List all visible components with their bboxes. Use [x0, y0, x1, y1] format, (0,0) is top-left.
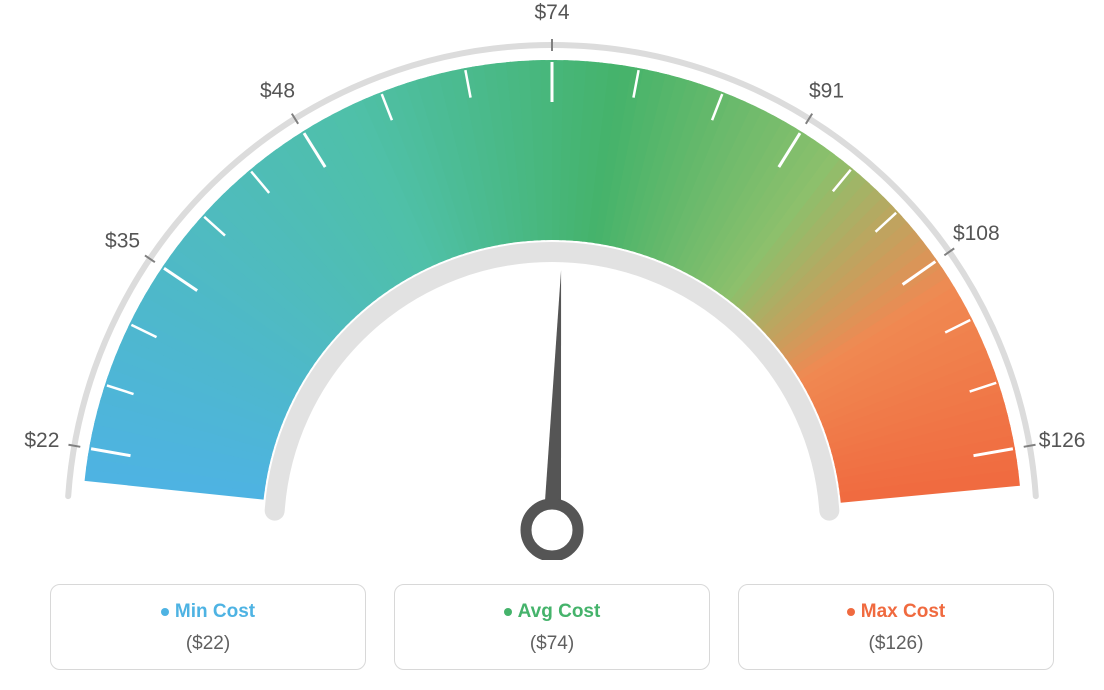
dot-icon	[847, 608, 855, 616]
legend-max-value: ($126)	[749, 633, 1043, 655]
legend-card-min: Min Cost ($22)	[50, 584, 366, 670]
svg-text:$22: $22	[24, 429, 59, 452]
svg-text:$108: $108	[953, 222, 1000, 245]
gauge-cost-chart: { "chart": { "type": "gauge", "width": 1…	[0, 0, 1104, 690]
svg-text:$126: $126	[1039, 429, 1086, 452]
legend-row: Min Cost ($22) Avg Cost ($74) Max Cost (…	[50, 584, 1054, 670]
dot-icon	[504, 608, 512, 616]
legend-card-max: Max Cost ($126)	[738, 584, 1054, 670]
legend-avg-label: Avg Cost	[518, 601, 601, 622]
legend-max-label: Max Cost	[861, 601, 945, 622]
svg-text:$35: $35	[105, 229, 140, 252]
legend-max-title: Max Cost	[749, 601, 1043, 623]
legend-min-value: ($22)	[61, 633, 355, 655]
gauge-svg: $22 $35 $48 $74 $91 $108 $126	[0, 0, 1104, 560]
svg-text:$48: $48	[260, 80, 295, 103]
svg-text:$91: $91	[809, 80, 844, 103]
legend-min-label: Min Cost	[175, 601, 255, 622]
gauge-area: $22 $35 $48 $74 $91 $108 $126	[0, 0, 1104, 560]
dot-icon	[161, 608, 169, 616]
svg-text:$74: $74	[534, 1, 569, 24]
legend-avg-title: Avg Cost	[405, 601, 699, 623]
legend-card-avg: Avg Cost ($74)	[394, 584, 710, 670]
legend-avg-value: ($74)	[405, 633, 699, 655]
legend-min-title: Min Cost	[61, 601, 355, 623]
